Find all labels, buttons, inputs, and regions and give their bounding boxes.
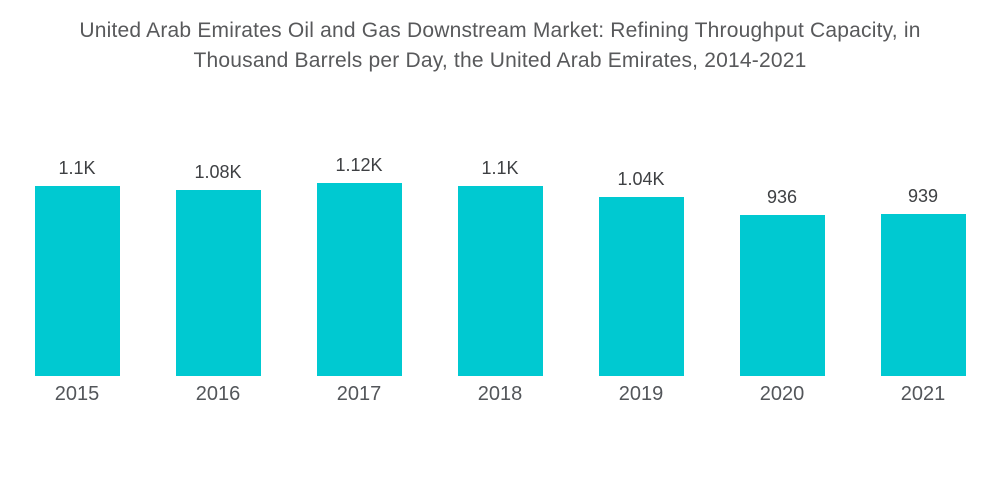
bar-chart: 1.1K 2015 1.08K 2016 1.12K 2017 1.1K 2018 1.04K 2… — [7, 0, 994, 412]
x-axis-label: 2021 — [900, 382, 946, 405]
chart-title: United Arab Emirates Oil and Gas Downstr… — [0, 16, 1000, 76]
x-axis-label: 2016 — [195, 382, 241, 405]
bar-value-label: 1.1K — [481, 158, 519, 178]
bar-column-2015: 1.1K 2015 — [7, 0, 148, 412]
bar-value-label: 1.08K — [194, 162, 242, 182]
bar-column-2018: 1.1K 2018 — [430, 0, 571, 412]
bar-value-label: 939 — [907, 186, 939, 206]
bar-column-2016: 1.08K 2016 — [148, 0, 289, 412]
x-axis-label: 2017 — [336, 382, 382, 405]
x-axis-label: 2019 — [618, 382, 664, 405]
x-axis-label: 2020 — [759, 382, 805, 405]
x-axis-label: 2015 — [54, 382, 100, 405]
bar-2015 — [34, 186, 120, 376]
bar-2016 — [175, 190, 261, 376]
bar-value-label: 1.12K — [335, 155, 383, 175]
bar-column-2017: 1.12K 2017 — [289, 0, 430, 412]
bar-column-2019: 1.04K 2019 — [571, 0, 712, 412]
bar-value-label: 1.04K — [617, 169, 665, 189]
chart-title-line2: Thousand Barrels per Day, the United Ara… — [193, 49, 807, 72]
chart-title-line1: United Arab Emirates Oil and Gas Downstr… — [79, 19, 921, 42]
x-axis-label: 2018 — [477, 382, 523, 405]
bar-value-label: 1.1K — [58, 158, 96, 178]
bar-2018 — [457, 186, 543, 376]
bar-2019 — [598, 197, 684, 376]
bar-column-2020: 936 2020 — [712, 0, 853, 412]
bar-value-label: 936 — [766, 187, 798, 207]
bar-2021 — [880, 214, 966, 376]
bar-2020 — [739, 215, 825, 376]
bar-2017 — [316, 183, 402, 376]
bar-column-2021: 939 2021 — [853, 0, 994, 412]
